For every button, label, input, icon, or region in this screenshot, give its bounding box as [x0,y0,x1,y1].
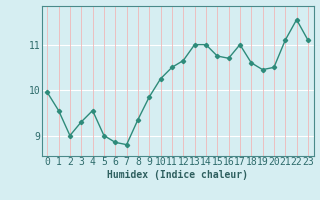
X-axis label: Humidex (Indice chaleur): Humidex (Indice chaleur) [107,170,248,180]
